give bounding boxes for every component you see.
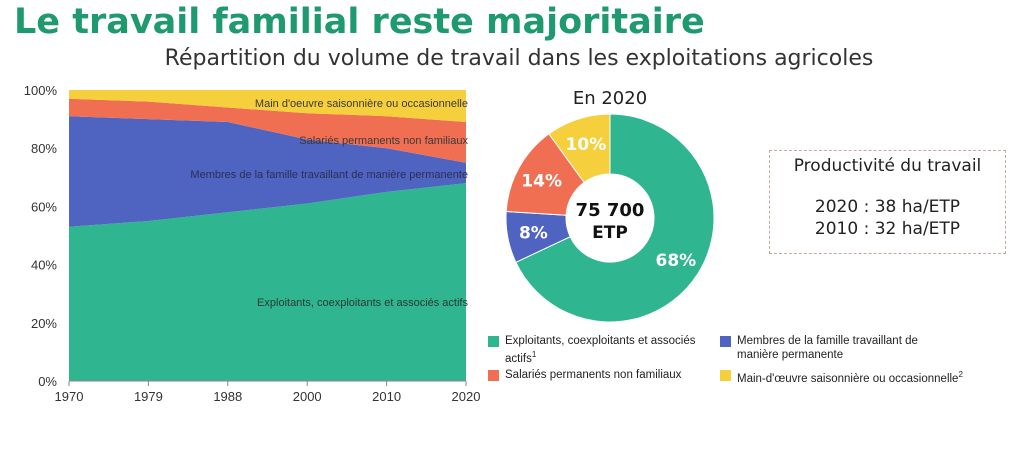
legend-item-salaries: Salariés permanents non familiaux (488, 368, 728, 382)
area-series-2 (69, 98, 466, 163)
legend-swatch (720, 370, 731, 381)
page-title: Le travail familial reste majoritaire (14, 2, 705, 42)
legend-item-famille: Membres de la famille travaillant de man… (720, 334, 940, 362)
legend-label: Exploitants, coexploitants et associés a… (505, 335, 696, 365)
x-tick-label: 1970 (55, 389, 84, 404)
donut-center-value: 75 700 (576, 200, 645, 221)
legend-swatch (720, 336, 731, 347)
donut-slice-label: 14% (521, 171, 562, 191)
y-tick-label: 100% (24, 83, 58, 98)
area-annotation: Exploitants, coexploitants et associés a… (257, 297, 468, 309)
x-tick-label: 2000 (293, 389, 322, 404)
stacked-area-chart: 0% 20% 40% 60% 80% 100% 1970 1979 1988 2000 2010 20… (24, 83, 481, 404)
area-series-3 (69, 90, 466, 123)
area-annotation: Membres de la famille travaillant de man… (190, 169, 468, 181)
legend-swatch (488, 370, 499, 381)
donut-slice-3 (548, 113, 611, 184)
y-tick-label: 60% (31, 199, 57, 214)
area-annotation: Main d'oeuvre saisonnière ou occasionnel… (255, 98, 468, 110)
productivity-2020: 2020 : 38 ha/ETP (814, 197, 961, 217)
donut-slice-label: 68% (656, 251, 697, 271)
legend-item-exploitants: Exploitants, coexploitants et associés a… (488, 334, 708, 366)
donut-title: En 2020 (572, 88, 648, 109)
x-tick-label: 2020 (452, 389, 481, 404)
productivity-title: Productivité du travail (793, 156, 982, 176)
page-subtitle: Répartition du volume de travail dans le… (164, 46, 874, 71)
x-tick-label: 1988 (213, 389, 242, 404)
area-annotation: Salariés permanents non familiaux (299, 135, 468, 147)
y-tick-label: 80% (31, 141, 57, 156)
donut-center-unit: ETP (592, 223, 628, 243)
area-series-0 (69, 183, 466, 381)
legend-swatch (488, 336, 499, 347)
productivity-box: Productivité du travail 2020 : 38 ha/ETP… (769, 150, 1006, 254)
legend-item-saisonniere: Main-d'œuvre saisonnière ou occasionnell… (720, 368, 1020, 386)
y-tick-label: 40% (31, 258, 57, 273)
legend-label: Main-d'œuvre saisonnière ou occasionnell… (737, 370, 963, 385)
donut-slice-label: 8% (519, 224, 548, 244)
y-tick-label: 20% (31, 316, 57, 331)
y-tick-label: 0% (38, 374, 57, 389)
x-tick-label: 2010 (372, 389, 401, 404)
legend-label: Membres de la famille travaillant de man… (737, 335, 918, 361)
legend-label: Salariés permanents non familiaux (505, 369, 682, 381)
productivity-2010: 2010 : 32 ha/ETP (814, 219, 961, 239)
x-tick-label: 1979 (134, 389, 163, 404)
area-series-1 (69, 116, 466, 227)
donut-slice-0 (515, 113, 715, 323)
donut-slice-label: 10% (566, 135, 607, 155)
